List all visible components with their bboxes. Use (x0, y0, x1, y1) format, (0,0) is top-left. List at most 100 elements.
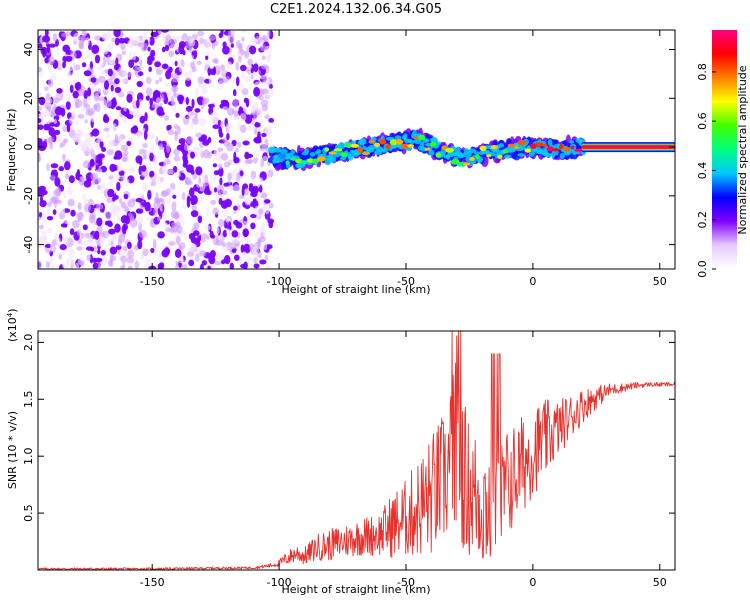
noise-blob (96, 88, 102, 94)
noise-blob (114, 37, 120, 46)
colorbar: 0.0 0.2 0.4 0.6 0.8 Normalized spectral ampl… (696, 30, 749, 278)
snr-multiplier-label: (x104) (6, 308, 19, 342)
noise-blob (67, 93, 71, 102)
noise-blob (150, 247, 155, 254)
noise-blob (257, 177, 264, 183)
noise-blob (130, 167, 135, 173)
noise-blob (50, 110, 54, 117)
noise-blob (245, 153, 254, 158)
noise-blob (244, 50, 250, 59)
noise-blob (84, 236, 92, 245)
noise-blob (103, 55, 107, 66)
noise-blob (86, 50, 90, 60)
x-tick-label: -100 (267, 275, 292, 288)
noise-blob (205, 55, 209, 60)
noise-blob (127, 39, 135, 49)
noise-blob (67, 71, 72, 77)
noise-blob (265, 92, 271, 102)
noise-blob (218, 167, 224, 177)
noise-blob (240, 30, 248, 33)
noise-blob (155, 136, 159, 146)
noise-blob (161, 30, 169, 33)
snr-panel: -150 -100 -50 0 50 0.5 1.0 1.5 2.0 Height of st… (6, 308, 676, 596)
signal-blob (469, 156, 475, 161)
noise-blob (115, 174, 121, 180)
noise-blob (149, 170, 155, 177)
noise-blob (70, 209, 76, 217)
spectrogram-panel: -150 -100 -50 0 50 -40 -20 0 20 40 Height of str… (5, 29, 676, 296)
colorbar-label: Normalized spectral amplitude (736, 65, 749, 234)
noise-blob (134, 65, 138, 75)
noise-blob (260, 192, 268, 199)
noise-blob (253, 63, 259, 73)
x-tick-label: 0 (529, 576, 536, 589)
noise-blob (233, 184, 241, 192)
noise-blob (76, 212, 84, 221)
noise-blob (136, 131, 142, 139)
noise-blob (167, 124, 172, 130)
noise-blob (202, 174, 206, 184)
noise-blob (125, 215, 130, 225)
noise-blob (260, 158, 265, 168)
noise-blob (146, 87, 153, 97)
noise-blob (261, 55, 266, 60)
noise-blob (243, 229, 249, 238)
noise-blob (94, 154, 103, 164)
noise-blob (82, 160, 91, 169)
noise-blob (197, 193, 204, 203)
noise-blob (227, 172, 232, 181)
noise-blob (100, 250, 106, 256)
noise-blob (134, 260, 139, 269)
noise-blob (47, 201, 52, 208)
noise-blob (130, 111, 134, 115)
noise-blob (100, 255, 108, 266)
noise-blob (219, 177, 223, 186)
noise-blob (254, 35, 262, 45)
x-tick-label: 50 (653, 275, 667, 288)
signal-halo (290, 150, 296, 155)
noise-blob (225, 61, 233, 69)
noise-blob (194, 108, 201, 113)
noise-blob (101, 31, 109, 41)
noise-blob (44, 244, 52, 248)
noise-blob (97, 249, 101, 255)
noise-blob (169, 39, 178, 45)
noise-blob (58, 166, 65, 172)
signal-blob (445, 147, 455, 153)
noise-blob (62, 61, 66, 69)
noise-blob (186, 115, 191, 120)
noise-blob (225, 76, 230, 81)
signal-halo (408, 139, 415, 144)
noise-blob (120, 201, 127, 209)
y-tick-label: 20 (22, 91, 35, 105)
noise-blob (233, 219, 240, 226)
noise-blob (80, 232, 84, 239)
noise-blob (147, 189, 152, 200)
noise-blob (195, 166, 203, 176)
noise-blob (90, 113, 95, 123)
signal-blob (328, 151, 337, 155)
signal-halo (413, 138, 422, 145)
noise-blob (72, 90, 79, 99)
noise-blob (210, 199, 217, 205)
noise-blob (165, 188, 171, 196)
noise-blob (178, 138, 186, 145)
x-tick-label: -150 (140, 275, 165, 288)
noise-blob (106, 197, 113, 203)
noise-blob (260, 44, 266, 52)
noise-blob (106, 149, 115, 156)
noise-blob (175, 112, 180, 118)
noise-blob (104, 99, 112, 108)
noise-blob (112, 234, 116, 242)
noise-blob (110, 84, 114, 92)
noise-blob (142, 32, 147, 39)
noise-blob (209, 230, 214, 239)
noise-blob (253, 257, 258, 264)
noise-blob (135, 155, 143, 164)
noise-blob (123, 193, 129, 200)
signal-blob (340, 152, 348, 158)
noise-blob (101, 230, 110, 239)
noise-blob (107, 188, 115, 198)
signal-halo (304, 148, 309, 154)
noise-blob (235, 61, 240, 71)
